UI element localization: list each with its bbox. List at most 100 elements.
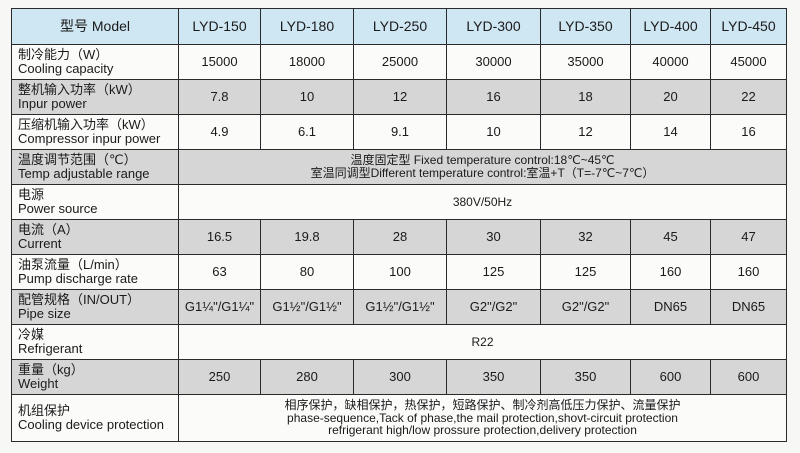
value-cell: 45: [630, 219, 711, 255]
row-label: 重量（kg） Weight: [11, 359, 179, 395]
row-label-cn: 重量（kg）: [18, 362, 84, 378]
spec-row: 整机输入功率（kW） Inpur power 7.8 10 12 16 18 20 22: [11, 79, 787, 115]
header-row: 型号 Model LYD-150 LYD-180 LYD-250 LYD-300 LYD-…: [11, 8, 787, 45]
merged-value-line: R22: [471, 334, 494, 349]
value-cell: 9.1: [353, 114, 447, 150]
value-cell: 28: [353, 219, 447, 255]
value-cell: DN65: [710, 289, 787, 325]
value-cell: 20: [630, 79, 711, 115]
value-cell: 350: [446, 359, 541, 395]
model-column-header: LYD-250: [353, 8, 447, 45]
row-label-en: Current: [18, 236, 62, 251]
value-cell: 160: [630, 254, 711, 290]
value-cell: 250: [178, 359, 261, 395]
merged-value-line: refrigerant high/low prossure protection…: [328, 423, 637, 438]
spec-row: 冷媒 Refrigerant R22: [11, 324, 787, 360]
model-header: 型号 Model: [11, 8, 179, 45]
row-label: 冷媒 Refrigerant: [11, 324, 179, 360]
row-label: 机组保护 Cooling device protection: [11, 394, 179, 442]
row-label-en: Power source: [18, 201, 98, 216]
value-cell: 16.5: [178, 219, 261, 255]
row-label-en: Cooling device protection: [18, 417, 164, 432]
value-cell: 7.8: [178, 79, 261, 115]
value-cell: G2"/G2": [446, 289, 541, 325]
row-label-cn: 整机输入功率（kW）: [18, 82, 141, 98]
merged-value-line: 380V/50Hz: [452, 194, 513, 209]
spec-row: 电源 Power source 380V/50Hz: [11, 184, 787, 220]
merged-value-line: 温度固定型 Fixed temperature control:18℃~45℃: [350, 153, 615, 168]
row-label-cn: 电流（A）: [18, 222, 79, 238]
merged-value-cell: 相序保护，缺相保护，热保护，短路保护、制冷剂高低压力保护、流量保护 phase-s…: [178, 394, 787, 442]
value-cell: 12: [540, 114, 631, 150]
model-column-header: LYD-180: [260, 8, 354, 45]
row-label-cn: 油泵流量（L/min）: [18, 257, 128, 273]
value-cell: 6.1: [260, 114, 354, 150]
value-cell: 100: [353, 254, 447, 290]
row-label: 电流（A） Current: [11, 219, 179, 255]
row-label: 油泵流量（L/min） Pump discharge rate: [11, 254, 179, 290]
merged-value-cell: R22: [178, 324, 787, 360]
row-label: 制冷能力（W） Cooling capacity: [11, 44, 179, 80]
merged-value-line: 相序保护，缺相保护，热保护，短路保护、制冷剂高低压力保护、流量保护: [284, 398, 681, 413]
value-cell: 25000: [353, 44, 447, 80]
value-cell: G1½"/G1½": [260, 289, 354, 325]
value-cell: 14: [630, 114, 711, 150]
merged-value-cell: 380V/50Hz: [178, 184, 787, 220]
spec-row: 压缩机输入功率（kW） Compressor inpur power 4.9 6.1 9…: [11, 114, 787, 150]
merged-value-cell: 温度固定型 Fixed temperature control:18℃~45℃ 室…: [178, 149, 787, 185]
row-label-en: Compressor inpur power: [18, 131, 161, 146]
model-column-header: LYD-150: [178, 8, 261, 45]
row-label-en: Inpur power: [18, 96, 87, 111]
value-cell: 300: [353, 359, 447, 395]
value-cell: 16: [710, 114, 787, 150]
model-column-header: LYD-400: [630, 8, 711, 45]
row-label-cn: 电源: [18, 187, 45, 203]
value-cell: 160: [710, 254, 787, 290]
value-cell: 125: [540, 254, 631, 290]
value-cell: 63: [178, 254, 261, 290]
row-label-cn: 温度调节范围（℃）: [18, 152, 137, 168]
row-label-en: Temp adjustable range: [18, 166, 150, 181]
value-cell: 18000: [260, 44, 354, 80]
spec-row: 重量（kg） Weight 250 280 300 350 350 600 600: [11, 359, 787, 395]
model-column-header: LYD-450: [710, 8, 787, 45]
value-cell: G1½"/G1½": [353, 289, 447, 325]
row-label-cn: 压缩机输入功率（kW）: [18, 117, 154, 133]
value-cell: G1¼"/G1¼": [178, 289, 261, 325]
value-cell: 600: [710, 359, 787, 395]
value-cell: G2"/G2": [540, 289, 631, 325]
value-cell: 45000: [710, 44, 787, 80]
value-cell: 10: [446, 114, 541, 150]
row-label: 整机输入功率（kW） Inpur power: [11, 79, 179, 115]
spec-row: 配管规格（IN/OUT） Pipe size G1¼"/G1¼" G1½"/G1½" G…: [11, 289, 787, 325]
value-cell: 18: [540, 79, 631, 115]
value-cell: 19.8: [260, 219, 354, 255]
value-cell: 30: [446, 219, 541, 255]
model-column-header: LYD-350: [540, 8, 631, 45]
row-label: 压缩机输入功率（kW） Compressor inpur power: [11, 114, 179, 150]
merged-value-line: phase-sequence,Tack of phase,the mail pr…: [287, 410, 678, 425]
spec-row: 油泵流量（L/min） Pump discharge rate 63 80 100 125…: [11, 254, 787, 290]
value-cell: DN65: [630, 289, 711, 325]
value-cell: 16: [446, 79, 541, 115]
value-cell: 280: [260, 359, 354, 395]
row-label-en: Refrigerant: [18, 341, 83, 356]
row-label-en: Pump discharge rate: [18, 271, 138, 286]
row-label-cn: 制冷能力（W）: [18, 47, 109, 63]
row-label-en: Pipe size: [18, 306, 71, 321]
row-label-en: Cooling capacity: [18, 61, 114, 76]
spec-row: 温度调节范围（℃） Temp adjustable range 温度固定型 Fixe…: [11, 149, 787, 185]
row-label: 温度调节范围（℃） Temp adjustable range: [11, 149, 179, 185]
value-cell: 4.9: [178, 114, 261, 150]
row-label-cn: 机组保护: [18, 403, 71, 419]
value-cell: 22: [710, 79, 787, 115]
value-cell: 35000: [540, 44, 631, 80]
spec-row: 制冷能力（W） Cooling capacity 15000 18000 25000 30…: [11, 44, 787, 80]
value-cell: 47: [710, 219, 787, 255]
value-cell: 32: [540, 219, 631, 255]
merged-value-line: 室温同调型Different temperature control:室温+T（…: [310, 166, 655, 180]
value-cell: 12: [353, 79, 447, 115]
value-cell: 15000: [178, 44, 261, 80]
value-cell: 350: [540, 359, 631, 395]
value-cell: 80: [260, 254, 354, 290]
